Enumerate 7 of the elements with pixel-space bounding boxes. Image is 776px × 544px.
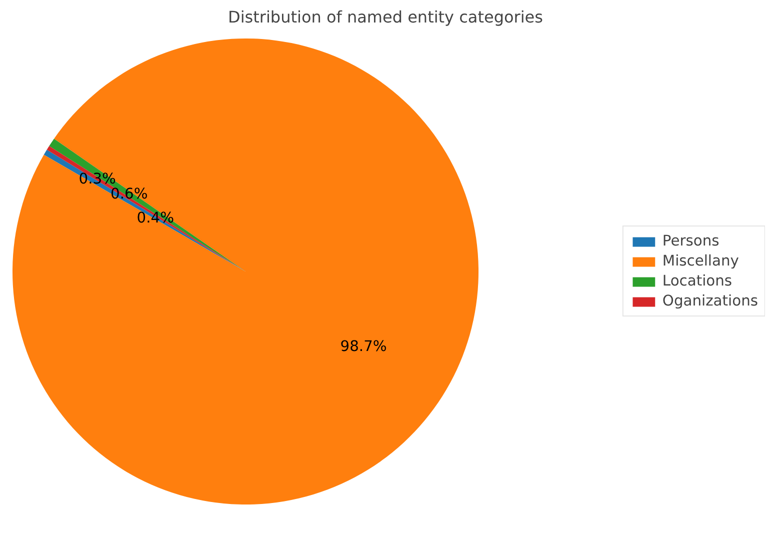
legend-label: Locations [662,272,732,290]
legend-label: Miscellany [662,252,739,270]
data-label: 0.3% [78,170,116,188]
data-label: 98.7% [340,338,387,355]
legend-label: Oganizations [662,292,758,310]
legend-label: Persons [662,232,720,250]
chart-title: Distribution of named entity categories [228,8,543,26]
